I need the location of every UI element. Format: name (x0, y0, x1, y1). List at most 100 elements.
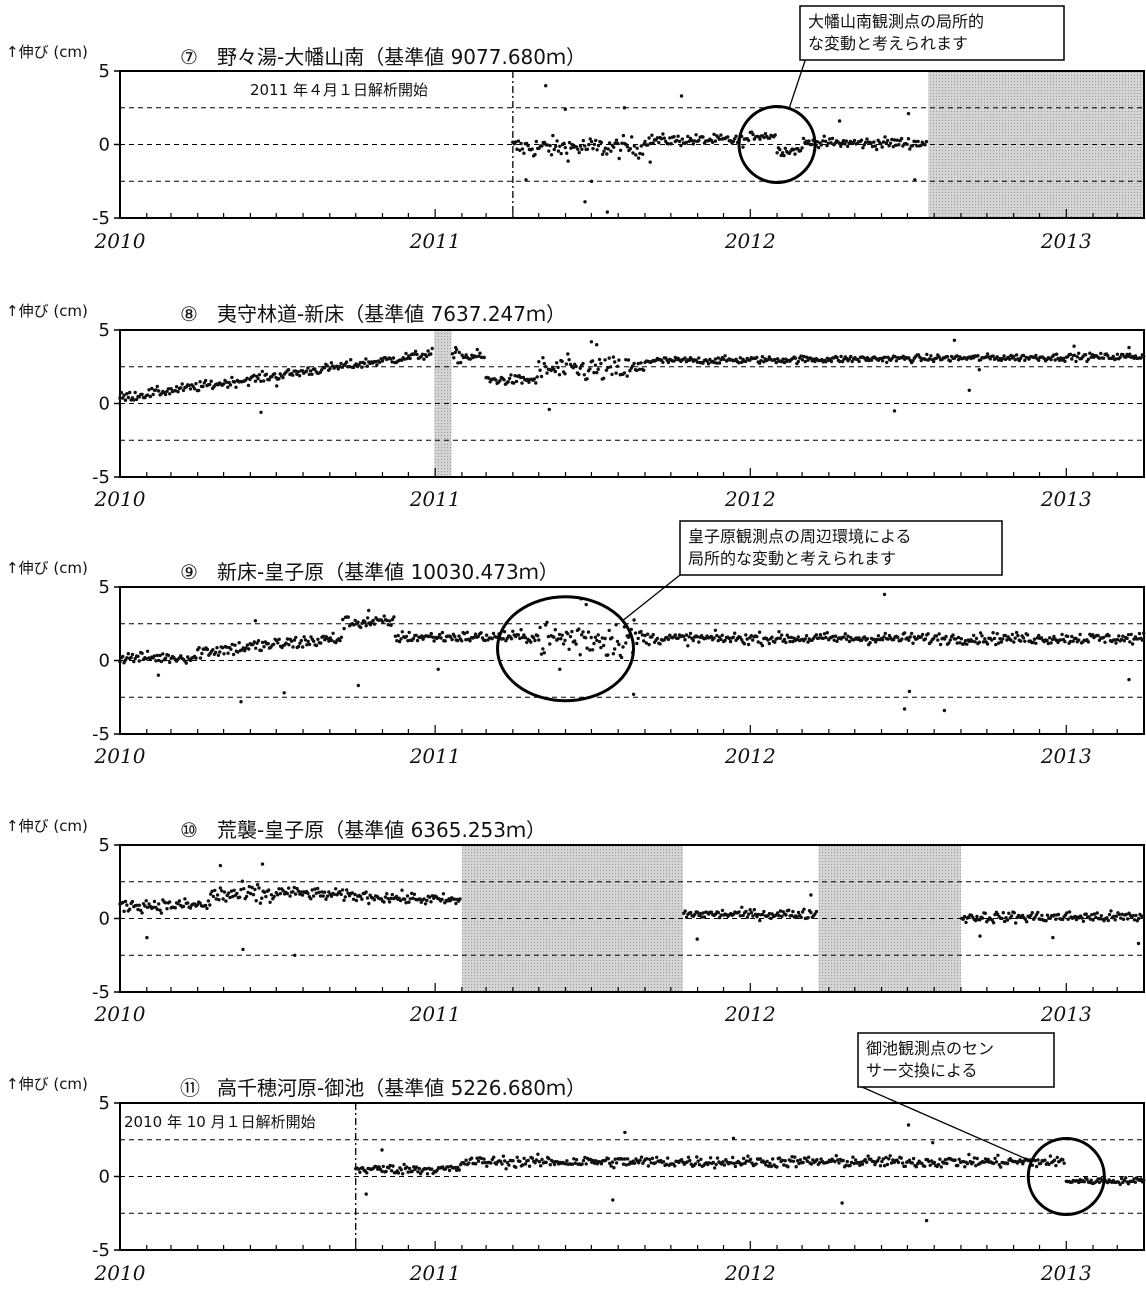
data-point (245, 376, 249, 380)
data-point (934, 634, 939, 638)
data-point (924, 1218, 929, 1223)
data-point (853, 1158, 858, 1162)
data-point (1046, 641, 1051, 646)
data-point (603, 358, 607, 362)
data-point (780, 914, 784, 918)
data-point (583, 1155, 587, 1160)
panel-number: ⑦ (180, 45, 198, 69)
data-point (624, 641, 628, 645)
data-point (1096, 1177, 1100, 1181)
data-point (522, 151, 526, 155)
data-point (394, 894, 399, 899)
data-point (132, 398, 136, 402)
data-point (596, 143, 601, 148)
chart-title: 荒襲-皇子原（基準値 6365.253ｍ） (217, 818, 546, 842)
data-point (798, 149, 803, 153)
data-point (1014, 921, 1018, 925)
data-point (807, 139, 811, 143)
x-tick-label: 2013 (1040, 1002, 1092, 1026)
data-point (639, 361, 643, 365)
data-point (523, 635, 527, 640)
data-point (639, 1155, 644, 1159)
data-point (1036, 1158, 1040, 1162)
data-point (733, 137, 737, 141)
data-point (868, 641, 872, 645)
data-point (717, 137, 722, 141)
data-point (272, 642, 276, 646)
data-point (668, 136, 672, 140)
data-point (621, 645, 625, 649)
data-point (837, 119, 842, 123)
data-point (187, 383, 191, 388)
data-point (604, 368, 609, 372)
data-point (123, 899, 128, 904)
data-point (203, 903, 208, 908)
data-point (1029, 913, 1033, 917)
data-point (630, 135, 634, 139)
data-point (784, 913, 788, 917)
data-point (617, 156, 621, 161)
data-point (415, 638, 420, 643)
data-point (1097, 1180, 1102, 1185)
data-point (959, 637, 963, 641)
data-point (1125, 636, 1129, 641)
data-point (643, 633, 647, 638)
x-tick-label: 2010 (94, 744, 146, 768)
data-point (957, 1157, 961, 1162)
data-point (978, 934, 982, 938)
data-point (775, 1165, 779, 1169)
data-point (133, 390, 137, 395)
data-point (553, 628, 557, 632)
data-point (1048, 1154, 1053, 1158)
data-point (567, 140, 572, 145)
data-point (779, 153, 783, 158)
data-point (809, 893, 813, 897)
data-point (233, 380, 237, 384)
data-point (257, 373, 262, 377)
data-point (1025, 633, 1030, 637)
data-point (791, 639, 795, 644)
data-point (262, 379, 266, 383)
data-point (472, 635, 476, 639)
data-point (547, 407, 551, 412)
data-point (432, 639, 436, 643)
data-point (476, 1159, 481, 1163)
callout-leader (788, 59, 806, 109)
data-point (322, 890, 327, 894)
data-point (556, 637, 560, 641)
data-point (666, 360, 671, 365)
data-point (683, 638, 687, 642)
data-point (573, 639, 577, 643)
data-point (590, 359, 595, 363)
data-point (716, 910, 720, 915)
data-point (720, 633, 724, 637)
data-point (531, 636, 536, 640)
data-point (1054, 1163, 1058, 1168)
data-point (755, 634, 759, 639)
data-point (507, 376, 512, 381)
data-point (398, 898, 403, 903)
data-point (661, 1160, 666, 1164)
data-point (714, 1162, 718, 1167)
data-point (750, 1161, 754, 1165)
data-point (948, 359, 952, 363)
data-point (1052, 1158, 1057, 1162)
data-point (130, 899, 135, 904)
data-point (800, 910, 805, 914)
data-point (618, 148, 623, 152)
data-point (727, 636, 731, 641)
data-point (274, 638, 279, 643)
data-point (733, 1164, 738, 1169)
data-point (151, 905, 155, 909)
data-point (198, 380, 202, 384)
data-point (354, 362, 358, 366)
data-point (619, 655, 624, 660)
data-point (358, 894, 363, 899)
data-point (1049, 641, 1053, 645)
data-point (833, 634, 838, 638)
data-point (188, 387, 193, 391)
data-point (121, 900, 125, 905)
data-point (907, 1158, 912, 1162)
data-point (338, 889, 342, 894)
data-point (961, 1159, 966, 1164)
